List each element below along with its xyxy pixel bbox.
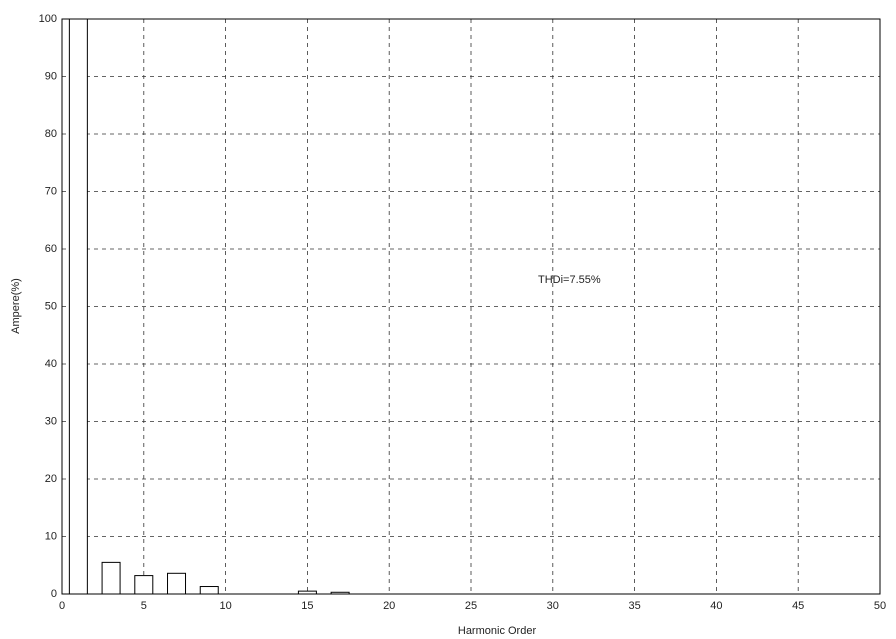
x-tick-label: 35	[628, 600, 640, 612]
bar	[135, 576, 153, 594]
background	[0, 0, 896, 639]
x-tick-label: 0	[59, 600, 65, 612]
bar	[200, 587, 218, 594]
x-tick-label: 20	[383, 600, 395, 612]
x-tick-label: 15	[301, 600, 313, 612]
y-tick-label: 0	[51, 588, 57, 600]
y-tick-label: 20	[45, 473, 57, 485]
y-tick-label: 80	[45, 128, 57, 140]
chart: Harmonic Order Ampere(%) THDi=7.55% 0 10 2…	[0, 0, 896, 639]
y-tick-label: 10	[45, 530, 57, 542]
x-tick-label: 5	[141, 600, 147, 612]
bar	[69, 19, 87, 594]
x-tick-label: 10	[219, 600, 231, 612]
y-axis-label: Ampere(%)	[10, 278, 22, 334]
y-tick-label: 100	[39, 13, 57, 25]
bar	[331, 592, 349, 594]
y-tick-label: 30	[45, 415, 57, 427]
x-axis-label: Harmonic Order	[458, 625, 537, 637]
y-tick-label: 60	[45, 243, 57, 255]
y-tick-label: 40	[45, 358, 57, 370]
x-tick-label: 25	[465, 600, 477, 612]
annotation: THDi=7.55%	[538, 274, 601, 286]
y-tick-label: 70	[45, 185, 57, 197]
x-tick-label: 50	[874, 600, 886, 612]
bar	[102, 562, 120, 594]
x-tick-label: 45	[792, 600, 804, 612]
bar	[168, 573, 186, 594]
y-tick-label: 90	[45, 70, 57, 82]
bar	[298, 591, 316, 594]
x-tick-label: 30	[547, 600, 559, 612]
x-tick-label: 40	[710, 600, 722, 612]
y-tick-label: 50	[45, 300, 57, 312]
